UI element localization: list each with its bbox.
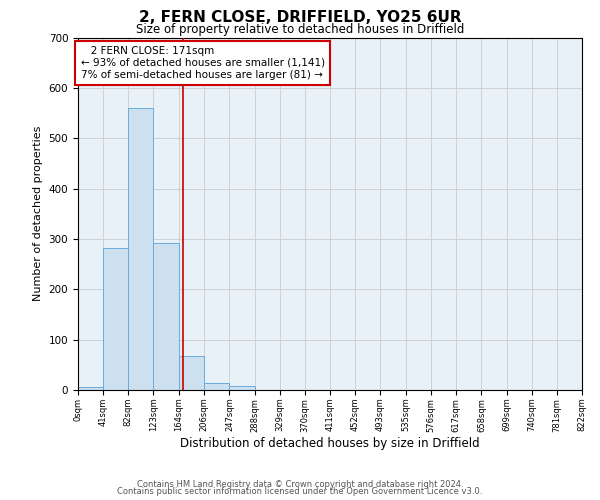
X-axis label: Distribution of detached houses by size in Driffield: Distribution of detached houses by size …: [180, 437, 480, 450]
Bar: [78, 388, 103, 390]
Text: 2, FERN CLOSE, DRIFFIELD, YO25 6UR: 2, FERN CLOSE, DRIFFIELD, YO25 6UR: [139, 10, 461, 25]
Text: Size of property relative to detached houses in Driffield: Size of property relative to detached ho…: [136, 22, 464, 36]
Text: Contains HM Land Registry data © Crown copyright and database right 2024.: Contains HM Land Registry data © Crown c…: [137, 480, 463, 489]
Bar: [229, 386, 254, 390]
Bar: [179, 356, 205, 390]
Bar: [128, 108, 154, 390]
Text: 2 FERN CLOSE: 171sqm
← 93% of detached houses are smaller (1,141)
7% of semi-det: 2 FERN CLOSE: 171sqm ← 93% of detached h…: [80, 46, 325, 80]
Text: Contains public sector information licensed under the Open Government Licence v3: Contains public sector information licen…: [118, 487, 482, 496]
Y-axis label: Number of detached properties: Number of detached properties: [33, 126, 43, 302]
Bar: [205, 383, 229, 390]
Bar: [103, 248, 128, 390]
Bar: [154, 243, 179, 390]
